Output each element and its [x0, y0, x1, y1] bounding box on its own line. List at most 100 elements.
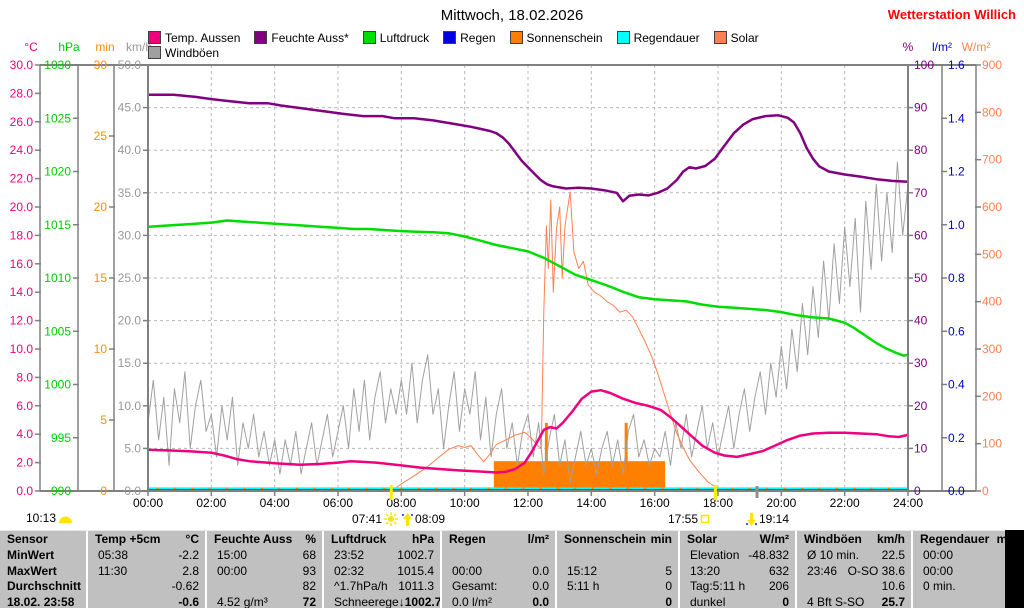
axis-tick-label-lm2: 1.0: [948, 218, 965, 232]
sunshine-zero-dot: [783, 487, 786, 490]
legend-item: Sonnenschein: [509, 30, 603, 45]
cell-value: 206: [768, 579, 789, 594]
table-row: 82: [207, 578, 322, 593]
x-tick-label: 12:00: [513, 496, 543, 510]
moon-down-annotation: 19:14: [744, 512, 789, 526]
axis-tick-label-wm2: 600: [982, 200, 1002, 214]
cell-label: [804, 578, 807, 593]
cell-label: 00:00: [217, 563, 248, 578]
cell-label: dunkel: [690, 594, 726, 608]
axis-tick-label-wm2: 800: [982, 105, 1002, 119]
column-name: Temp +5cm: [95, 532, 161, 546]
axis-tick-label-kmh: 10.0: [118, 399, 142, 413]
sunshine-zero-dot: [330, 487, 333, 490]
sunshine-zero-dot: [539, 487, 542, 490]
moon-down-time: 19:14: [759, 512, 790, 526]
sunset-annotation: 17:55: [668, 512, 712, 526]
cell-label: [920, 594, 923, 608]
table-row: 18.02. 23:58: [0, 594, 86, 608]
table-row: 4.52 g/m³ 72: [207, 594, 322, 608]
sunshine-zero-dot: [835, 487, 838, 490]
axis-tick-label-pct: 70: [914, 186, 928, 200]
cell-value: 82: [302, 579, 316, 594]
sunshine-zero-dot: [748, 487, 751, 490]
legend-label: Sonnenschein: [526, 30, 603, 45]
column-name: Feuchte Auss: [214, 532, 293, 546]
cell-value: 5: [665, 563, 672, 578]
right-black-strip: [1005, 530, 1024, 608]
sunshine-zero-dot: [226, 487, 229, 490]
axis-tick-label-pct: 50: [914, 271, 928, 285]
x-tick-label: 16:00: [640, 496, 670, 510]
cell-label: 02:32: [334, 563, 365, 578]
station-name: Wetterstation Willich: [887, 7, 1016, 22]
axis-tick-label-c: 12.0: [10, 314, 34, 328]
table-row: 0.0 l/m² 0.0: [442, 594, 555, 608]
cell-label: [95, 594, 98, 608]
x-tick-label: 10:00: [450, 496, 480, 510]
axis-tick-label-c: 14.0: [10, 285, 34, 299]
cell-value: 22.5: [881, 548, 905, 563]
cell-value: 93: [302, 563, 316, 578]
moon-time: 10:13: [26, 511, 57, 525]
legend-item: Feuchte Auss*: [254, 31, 349, 45]
table-row: Solar W/m²: [680, 531, 795, 547]
sunshine-zero-dot: [382, 487, 385, 490]
sunshine-zero-dot: [208, 487, 211, 490]
table-row: -0.62: [88, 578, 205, 593]
table-row: 0 min.: [913, 578, 1024, 593]
cell-value: 0.0: [532, 579, 549, 594]
column-unit: %: [305, 532, 316, 546]
axis-tick-label-wm2: 200: [982, 389, 1002, 403]
axis-tick-label-pct: 0: [914, 484, 921, 498]
sunshine-zero-dot: [679, 487, 681, 490]
axis-tick-label-pct: 30: [914, 356, 928, 370]
table-row: Sensor: [0, 531, 86, 547]
legend-color-swatch: [362, 31, 376, 44]
cell-label: [564, 547, 567, 562]
axis-unit-min: min: [95, 40, 114, 54]
row-label: MaxWert: [7, 563, 57, 578]
sunshine-zero-dot: [522, 487, 525, 490]
axis-tick-label-hpa: 1000: [44, 378, 71, 392]
legend-label: Solar: [730, 30, 759, 45]
axis-tick-label-min: 15: [94, 271, 108, 285]
axis-tick-label-c: 28.0: [10, 86, 34, 100]
axis-tick-label-hpa: 995: [51, 431, 71, 445]
cell-label: 4 Bft S-SO: [807, 594, 865, 608]
table-row: 0: [557, 594, 678, 608]
sunshine-zero-dot: [156, 487, 159, 490]
cell-value: 0: [665, 594, 672, 608]
sunshine-zero-dot: [261, 487, 263, 490]
table-column-windb-en: Windböen km/h Ø 10 min. 22.5 23:46 O-SO 38.6 1…: [795, 531, 911, 608]
cell-label: 00:00: [452, 563, 483, 578]
sunshine-zero-dot: [191, 487, 194, 490]
axis-tick-label-min: 0: [100, 484, 107, 498]
row-label: Sensor: [7, 532, 48, 546]
cell-label: ^1.7hPa/h: [334, 579, 388, 594]
cell-label: Schneerege: [334, 594, 399, 608]
sunset-time: 17:55: [668, 512, 699, 526]
table-column-luftdruck: Luftdruck hPa 23:52 1002.7 02:32 1015.4 ^1.7hP…: [322, 531, 440, 608]
axis-tick-label-lm2: 0.2: [948, 431, 965, 445]
cell-label: 0.0 l/m²: [452, 594, 493, 608]
sunshine-zero-dot: [487, 487, 490, 490]
x-tick-label: 14:00: [576, 496, 606, 510]
axis-tick-label-pct: 60: [914, 228, 928, 242]
axis-unit-wm2: W/m²: [962, 40, 991, 54]
cell-value: 0: [665, 579, 672, 594]
column-unit: hPa: [411, 532, 434, 546]
cell-label: 05:38: [98, 548, 129, 563]
axis-tick-label-hpa: 1015: [44, 218, 71, 232]
axis-tick-label-kmh: 15.0: [118, 356, 142, 370]
table-row: Durchschnitt: [0, 578, 86, 593]
axis-tick-label-min: 20: [94, 200, 108, 214]
cell-value: 1002.7: [397, 548, 434, 563]
legend-item: Windböen: [148, 46, 219, 60]
cell-label: [449, 547, 452, 562]
legend-label: Regendauer: [633, 30, 700, 45]
square-sun-icon: [700, 514, 710, 524]
sunshine-zero-dot: [800, 487, 803, 490]
legend-color-swatch: [616, 31, 630, 44]
row-label: 18.02. 23:58: [7, 594, 75, 608]
